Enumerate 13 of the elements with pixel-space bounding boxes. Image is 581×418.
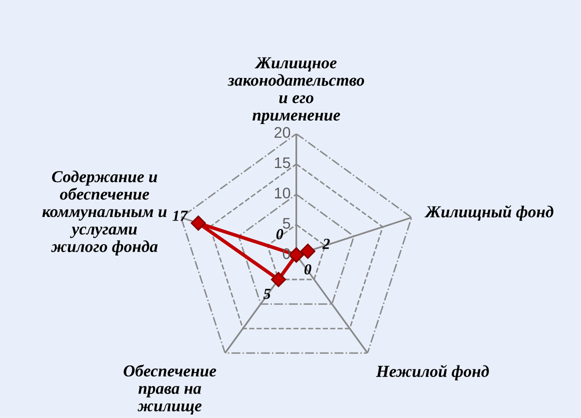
data-label: 0 xyxy=(304,264,312,275)
data-label: 2 xyxy=(322,238,330,249)
spoke-label: Жилищное законодательство и его применение xyxy=(228,57,364,124)
spoke-label: Жилищный фонд xyxy=(424,205,554,221)
y-tick-label: 15 xyxy=(274,158,290,168)
spoke-label: Обеспечение права на жилище xyxy=(124,364,216,415)
data-label: 5 xyxy=(263,288,270,300)
spoke-label: Нежилой фонд xyxy=(376,364,489,380)
spoke-label: Содержание и обеспечение коммунальным и услугами жилого фонда xyxy=(42,170,167,256)
data-label: 17 xyxy=(172,210,188,221)
y-tick-label: 10 xyxy=(274,188,290,198)
y-tick-label: 5 xyxy=(282,218,290,229)
y-tick-label: 20 xyxy=(274,127,290,138)
